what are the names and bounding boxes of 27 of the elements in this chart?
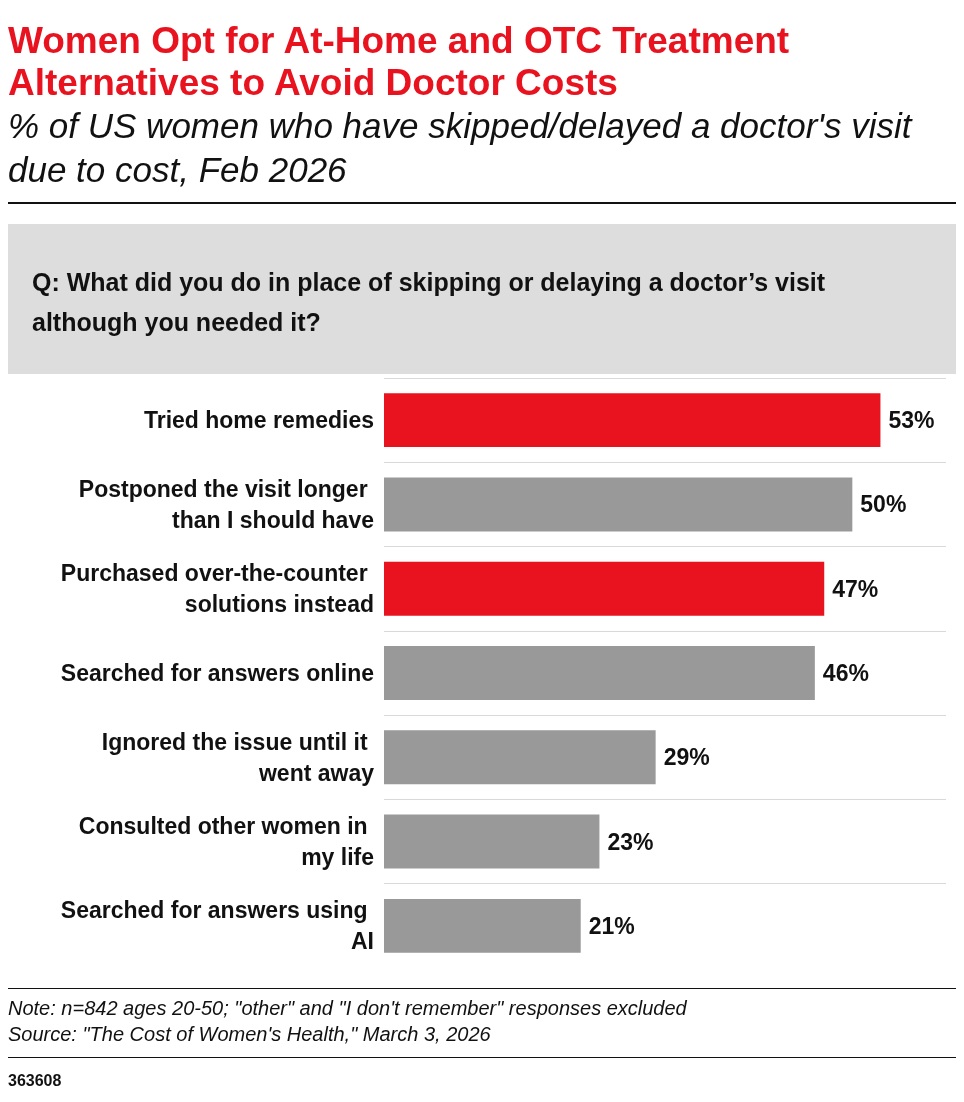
data-label: 23% [607,828,654,855]
y-tick-label: Postponed the visit longer than I should have [78,475,374,533]
y-tick-label: Ignored the issue until it went away [101,728,375,786]
data-label: 46% [822,660,869,686]
y-tick-label: Purchased over-the-counter solutions instead [60,560,374,618]
bar [384,477,853,532]
data-label: 29% [663,744,710,771]
y-tick-label: Searched for answers using AI [60,897,374,955]
bar [384,646,815,700]
y-tick-label: Tried home remedies [143,407,374,434]
data-label: 21% [588,912,635,939]
text: Q: What did you do in place of skipping or delaying a doctor’s visit although you needed it? [8,224,956,374]
chart-subtitle: % of US women who have skipped/delayed a doctor's visit due to cost, Feb 2026 [8,104,956,204]
data-label: 53% [888,407,935,434]
text: 363608 [8,1057,956,1090]
chart-title: Women Opt for At-Home and OTC Treatment Alternatives to Avoid Doctor Costs [8,19,791,104]
bar [384,898,581,953]
data-label: 47% [832,575,879,602]
source-note: Source: "The Cost of Women's Health," March 3, 2026 [8,1022,492,1047]
data-label: 50% [860,491,907,518]
text: Note: n=842 ages 20-50; "other" and "I don't remember" responses excluded [8,996,688,1021]
y-tick-label: Searched for answers online [60,660,374,686]
bar [384,730,656,785]
y-tick-label: Consulted other women in my life [78,813,374,871]
bar [384,393,881,448]
bar [384,814,600,869]
bar [384,561,825,616]
